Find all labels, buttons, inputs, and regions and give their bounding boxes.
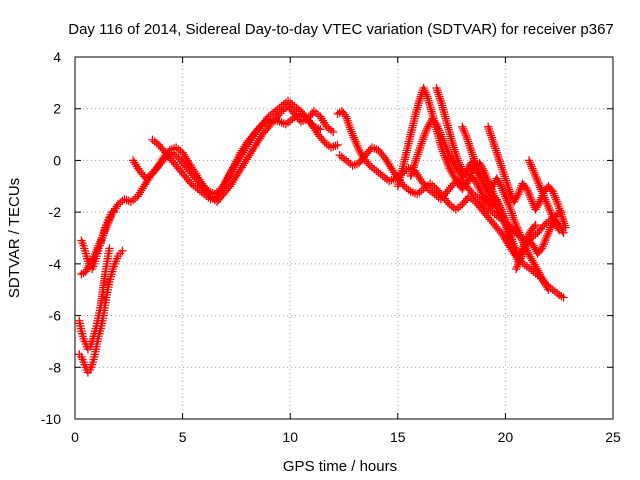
x-axis-label: GPS time / hours — [283, 458, 397, 475]
y-tick-label: -6 — [49, 308, 62, 324]
x-tick-label: 15 — [390, 429, 406, 445]
data-point — [555, 226, 564, 235]
y-tick-label: -2 — [49, 204, 62, 220]
grid-lines — [75, 57, 613, 419]
plot-frame — [74, 56, 614, 420]
y-tick-label: 0 — [53, 152, 61, 168]
y-tick-label: -8 — [49, 359, 62, 375]
data-point — [531, 220, 540, 230]
data-point — [505, 226, 514, 235]
data-point — [329, 127, 338, 137]
chart-title: Day 116 of 2014, Sidereal Day-to-day VTE… — [68, 21, 614, 38]
data-point — [544, 285, 553, 294]
y-axis-label: SDTVAR / TECUs — [6, 178, 23, 298]
data-point — [118, 246, 127, 256]
y-tick-label: -10 — [41, 411, 61, 427]
data-point — [105, 244, 114, 253]
data-point — [333, 140, 342, 150]
data-point — [559, 228, 568, 237]
axis-ticks — [74, 56, 614, 420]
x-tick-label: 5 — [179, 429, 187, 445]
x-tick-label: 25 — [605, 429, 621, 445]
y-tick-label: -4 — [49, 256, 62, 272]
data-point — [316, 125, 325, 134]
y-tick-label: 4 — [53, 49, 61, 65]
x-tick-label: 10 — [282, 429, 298, 445]
data-points — [75, 83, 570, 377]
x-axis-tick-labels: 0 5 10 15 20 25 — [71, 429, 621, 445]
y-tick-label: 2 — [53, 101, 61, 117]
x-tick-label: 20 — [498, 429, 514, 445]
x-tick-label: 0 — [71, 429, 79, 445]
data-point — [559, 293, 568, 302]
y-axis-tick-labels: 4 2 0 -2 -4 -6 -8 -10 — [41, 49, 61, 427]
